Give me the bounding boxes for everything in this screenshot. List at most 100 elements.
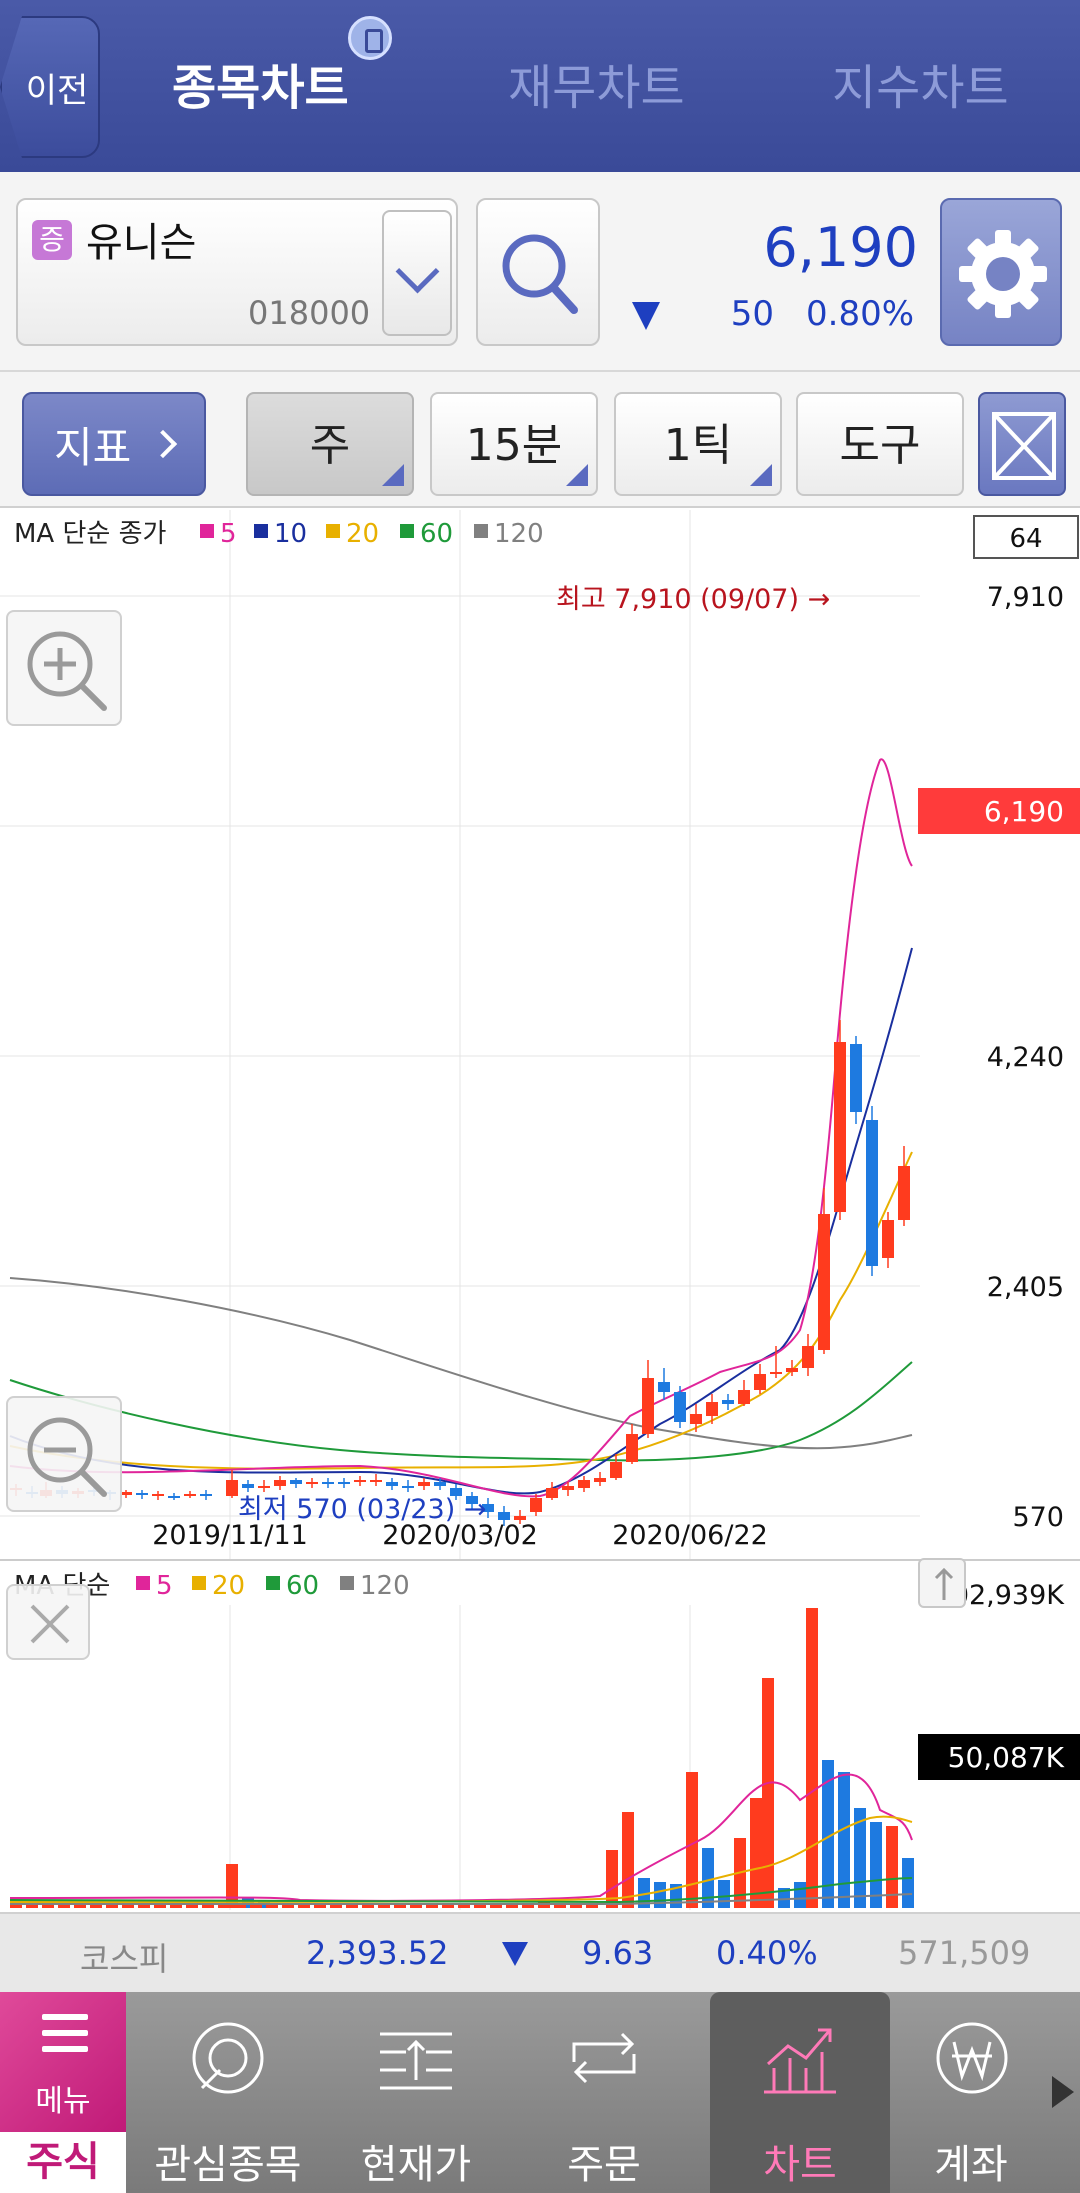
index-ticker-bar[interactable]: 코스피 2,393.52 9.63 0.40% 571,509 xyxy=(0,1912,1080,1992)
bottom-navigation: 메뉴 주식 관심종목 현재가 주 xyxy=(0,1992,1080,2193)
volume-bar-small xyxy=(394,1904,406,1908)
candle-body xyxy=(850,1044,862,1112)
high-annotation: 최고 7,910 (09/07) → xyxy=(556,584,830,615)
volume-bar-small xyxy=(506,1904,518,1908)
candle-body xyxy=(120,1492,132,1495)
ma20-label: 20 xyxy=(346,519,379,549)
chart-area[interactable]: 최고 7,910 (09/07) → 최저 570 (03/23) → MA 단… xyxy=(0,510,1080,1912)
ma60-line xyxy=(9,1361,913,1462)
ma5-swatch xyxy=(200,524,214,538)
nav-account[interactable]: 계좌 xyxy=(896,1992,1046,2193)
candle-body xyxy=(642,1378,654,1434)
interval-button[interactable]: 15분 xyxy=(430,392,598,496)
volume-bar-small xyxy=(170,1904,182,1908)
volume-bar-small xyxy=(266,1904,278,1908)
tab-index-chart[interactable]: 지수차트 xyxy=(832,60,1009,116)
stock-dropdown-button[interactable] xyxy=(382,210,452,336)
hamburger-icon xyxy=(42,2014,88,2054)
ma10-label: 10 xyxy=(274,519,307,549)
menu-button[interactable]: 메뉴 xyxy=(0,1992,126,2132)
y-tick-min: 570 xyxy=(1012,1502,1064,1533)
arrow-up-icon xyxy=(934,1567,954,1600)
candle-body xyxy=(674,1392,686,1422)
nav-watchlist[interactable]: 관심종목 xyxy=(138,1992,318,2193)
volume-bar xyxy=(886,1826,898,1908)
candlestick-chart[interactable]: 최고 7,910 (09/07) → 최저 570 (03/23) → MA 단… xyxy=(0,510,1080,1912)
section-stock-tab[interactable]: 주식 xyxy=(0,2132,126,2193)
vol-ma5-line xyxy=(9,1773,913,1902)
volume-current-tag xyxy=(918,1734,1080,1780)
volume-bar-small xyxy=(218,1904,230,1908)
x-tick-3: 2020/06/22 xyxy=(612,1520,768,1551)
won-coin-icon xyxy=(936,2022,1008,2094)
tab-stock-chart[interactable]: 종목차트 xyxy=(172,60,349,116)
vol-ma60-label: 60 xyxy=(286,1571,319,1601)
sync-icon[interactable] xyxy=(348,16,392,60)
volume-bar-small xyxy=(106,1904,118,1908)
volume-bar-small xyxy=(426,1904,438,1908)
volume-bar-small xyxy=(314,1904,326,1908)
volume-bar xyxy=(718,1880,730,1908)
nav-order[interactable]: 주문 xyxy=(514,1992,694,2193)
indicator-button[interactable]: 지표 xyxy=(22,392,206,496)
volume-bar-small xyxy=(138,1904,150,1908)
candle-body xyxy=(770,1372,782,1374)
nav-chart[interactable]: 차트 xyxy=(710,1992,890,2193)
candle-body xyxy=(690,1414,702,1424)
search-button[interactable] xyxy=(476,198,600,346)
index-name: 코스피 xyxy=(80,1940,169,1978)
volume-bar-small xyxy=(554,1904,566,1908)
chart-growth-icon xyxy=(764,2028,836,2094)
candle-body xyxy=(322,1482,334,1484)
volume-bar-small xyxy=(586,1904,598,1908)
candle-body xyxy=(306,1482,318,1484)
candle-body xyxy=(882,1220,894,1258)
stock-name: 유니슨 xyxy=(86,220,197,266)
index-change-pct: 0.40% xyxy=(716,1934,818,1972)
gear-icon xyxy=(959,230,1047,318)
current-price: 6,190 xyxy=(763,216,918,279)
candle-body xyxy=(168,1496,180,1498)
price-change: 50 xyxy=(730,294,774,334)
candle-body xyxy=(482,1504,494,1512)
ma10-line xyxy=(9,947,913,1495)
candle-body xyxy=(626,1434,638,1462)
stock-code: 018000 xyxy=(248,294,371,332)
volume-bar xyxy=(838,1772,850,1908)
candle-body xyxy=(866,1120,878,1266)
back-button[interactable]: 이전 xyxy=(0,16,100,158)
indicator-label: 지표 xyxy=(54,422,132,472)
ma10-swatch xyxy=(254,524,268,538)
fullscreen-button[interactable] xyxy=(978,392,1066,496)
volume-bar-small xyxy=(570,1904,582,1908)
tools-button[interactable]: 도구 xyxy=(796,392,964,496)
candle-body xyxy=(402,1486,414,1488)
scroll-up-button[interactable] xyxy=(918,1558,966,1608)
vol-ma5-label: 5 xyxy=(156,1571,173,1601)
candle-body xyxy=(706,1402,718,1416)
zoom-in-button[interactable] xyxy=(6,610,122,726)
nav-current-price[interactable]: 현재가 xyxy=(326,1992,506,2193)
tick-button[interactable]: 1틱 xyxy=(614,392,782,496)
vol-ma5-swatch xyxy=(136,1576,150,1590)
volume-bar-small xyxy=(234,1904,246,1908)
nav-next-arrow-icon[interactable] xyxy=(1052,2076,1074,2108)
zoom-out-button[interactable] xyxy=(6,1396,122,1512)
volume-ma-lines xyxy=(9,1773,913,1906)
period-weekly-button[interactable]: 주 xyxy=(246,392,414,496)
candle-body xyxy=(514,1516,526,1520)
close-volume-button[interactable] xyxy=(6,1584,90,1660)
low-annotation: 최저 570 (03/23) → xyxy=(238,1494,486,1525)
down-arrow-icon xyxy=(632,302,660,330)
candle-body xyxy=(898,1166,910,1220)
stock-selector[interactable]: 증 유니슨 018000 xyxy=(16,198,458,346)
settings-button[interactable] xyxy=(940,198,1062,346)
candle-body xyxy=(658,1382,670,1392)
ma20-line xyxy=(9,1151,913,1470)
tab-financial-chart[interactable]: 재무차트 xyxy=(508,60,685,116)
index-change: 9.63 xyxy=(582,1934,654,1972)
vol-ma20-line xyxy=(9,1815,913,1903)
candle-body xyxy=(802,1346,814,1368)
volume-bar-small xyxy=(122,1904,134,1908)
price-legend: MA 단순 종가 5 10 20 60 120 xyxy=(14,519,544,549)
